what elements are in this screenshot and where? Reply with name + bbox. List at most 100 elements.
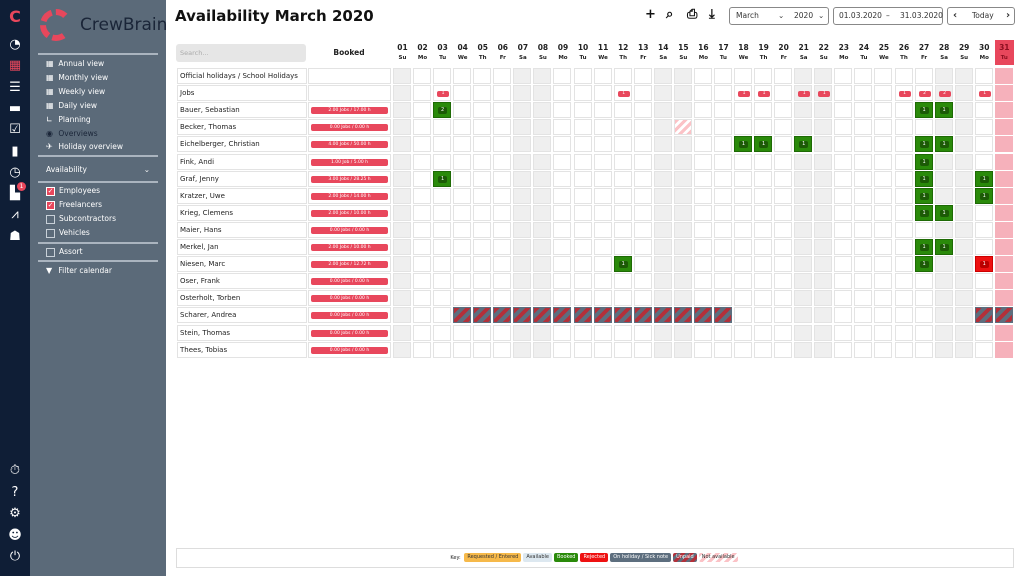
day-cell[interactable] [734,256,753,273]
day-cell[interactable] [734,221,753,238]
day-cell[interactable] [834,102,853,119]
day-cell[interactable] [774,324,793,341]
day-cell[interactable]: 1 [894,85,913,102]
checkbox[interactable] [46,247,55,257]
day-cell[interactable] [433,187,452,204]
day-cell[interactable] [834,68,853,84]
na-cell[interactable] [673,119,692,136]
day-cell[interactable] [713,273,732,290]
day-cell[interactable] [413,153,432,170]
day-cell[interactable] [473,68,492,84]
day-cell[interactable] [493,170,512,187]
day-cell[interactable] [874,119,893,136]
day-cell[interactable] [814,307,833,324]
day-cell[interactable] [994,187,1013,204]
day-cell[interactable] [653,256,672,273]
filter-calendar-button[interactable]: ▼ Filter calendar [46,266,112,275]
day-cell[interactable] [693,273,712,290]
day-cell[interactable] [393,153,411,170]
day-cell[interactable] [573,170,592,187]
day-cell[interactable] [473,85,492,102]
day-cell[interactable] [994,204,1013,221]
day-cell[interactable] [713,170,732,187]
day-cell[interactable] [954,221,973,238]
day-cell[interactable] [533,68,552,84]
day-cell[interactable] [693,290,712,307]
booked-cell[interactable]: 1 [914,153,933,170]
nav-annual-view[interactable]: ▦ Annual view [46,59,104,68]
day-cell[interactable] [954,273,973,290]
day-cell[interactable] [814,119,833,136]
day-cell[interactable] [874,170,893,187]
day-cell[interactable] [513,204,532,221]
chart-icon[interactable]: ⩘ [11,207,19,223]
day-cell[interactable] [533,187,552,204]
day-cell[interactable] [573,102,592,119]
day-cell[interactable] [513,170,532,187]
day-cell[interactable] [473,239,492,255]
day-cell[interactable] [794,204,813,221]
day-cell[interactable] [693,187,712,204]
day-cell[interactable] [653,341,672,358]
day-cell[interactable] [413,341,432,358]
day-cell[interactable] [814,239,833,255]
day-cell[interactable] [593,136,612,153]
day-cell[interactable] [613,119,632,136]
next-icon[interactable]: › [1006,10,1011,21]
day-cell[interactable] [413,221,432,238]
day-cell[interactable] [433,307,452,324]
day-cell[interactable] [994,170,1013,187]
day-cell[interactable] [413,290,432,307]
day-cell[interactable] [734,170,753,187]
day-cell[interactable] [994,102,1013,119]
day-cell[interactable] [553,136,572,153]
booked-cell[interactable]: 1 [613,256,632,273]
day-cell[interactable] [513,221,532,238]
day-cell[interactable] [794,324,813,341]
day-cell[interactable] [633,204,652,221]
day-cell[interactable] [593,239,612,255]
day-cell[interactable] [974,153,993,170]
day-cell[interactable] [553,170,572,187]
clock-icon[interactable]: ◷ [9,164,21,180]
day-cell[interactable] [814,221,833,238]
day-cell[interactable] [754,204,773,221]
day-cell[interactable] [693,153,712,170]
row-name[interactable]: Scharer, Andrea [177,307,307,324]
day-cell[interactable] [513,324,532,341]
day-cell[interactable] [573,68,592,84]
day-cell[interactable] [533,204,552,221]
day-cell[interactable] [814,102,833,119]
day-cell[interactable] [934,119,953,136]
day-cell[interactable] [653,239,672,255]
year-select[interactable]: 2020 [794,11,814,20]
day-cell[interactable] [613,239,632,255]
print-icon[interactable]: ⎙ [687,7,698,22]
day-cell[interactable] [453,204,472,221]
day-cell[interactable] [413,136,432,153]
day-cell[interactable] [934,187,953,204]
day-cell[interactable] [453,68,472,84]
day-cell[interactable] [834,204,853,221]
day-cell[interactable] [613,68,632,84]
day-cell[interactable] [713,290,732,307]
day-cell[interactable] [894,153,913,170]
day-cell[interactable] [713,153,732,170]
row-name[interactable]: Thees, Tobias [177,341,307,358]
day-cell[interactable]: 2 [914,85,933,102]
day-cell[interactable] [413,170,432,187]
day-cell[interactable] [493,341,512,358]
day-cell[interactable] [493,221,512,238]
day-cell[interactable] [413,256,432,273]
search-icon[interactable]: ⌕ [666,7,674,22]
day-cell[interactable] [493,239,512,255]
day-cell[interactable] [633,68,652,84]
booked-cell[interactable]: 1 [914,187,933,204]
nav-monthly-view[interactable]: ▦ Monthly view [46,73,108,82]
day-cell[interactable] [814,136,833,153]
nav-daily-view[interactable]: ▦ Daily view [46,101,97,110]
day-cell[interactable] [393,85,411,102]
day-cell[interactable] [754,221,773,238]
unpaid-cell[interactable] [493,307,512,324]
day-cell[interactable] [453,256,472,273]
